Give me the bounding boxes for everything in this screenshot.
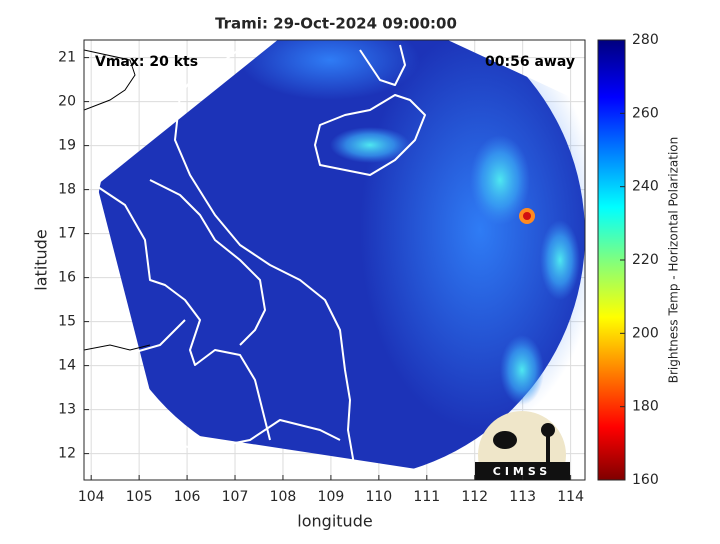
logo-dish xyxy=(493,431,517,449)
y-tick-label: 21 xyxy=(58,50,76,66)
y-tick-label: 17 xyxy=(58,226,76,242)
x-tick-label: 107 xyxy=(222,489,249,505)
logo-tower xyxy=(546,432,550,462)
island-coast xyxy=(314,94,426,176)
y-tick-label: 15 xyxy=(58,314,76,330)
colorbar-label: Brightness Temp - Horizontal Polarizatio… xyxy=(667,137,681,384)
y-tick-label: 14 xyxy=(58,358,76,374)
cloud xyxy=(330,127,410,163)
warm-region xyxy=(240,40,420,100)
colorbar-tick-label: 280 xyxy=(632,32,659,48)
y-tick-label: 19 xyxy=(58,138,76,154)
x-tick-label: 105 xyxy=(126,489,153,505)
border xyxy=(124,319,186,356)
colorbar-tick-label: 260 xyxy=(632,105,659,121)
x-tick-label: 111 xyxy=(413,489,440,505)
border xyxy=(94,184,271,441)
x-tick-label: 106 xyxy=(174,489,201,505)
x-tick-label: 109 xyxy=(318,489,345,505)
y-tick-label: 13 xyxy=(58,402,76,418)
border xyxy=(149,179,266,346)
x-tick-label: 110 xyxy=(365,489,392,505)
x-axis-label: longitude xyxy=(297,512,372,531)
chart-title: Trami: 29-Oct-2024 09:00:00 xyxy=(215,15,457,33)
logo-bar xyxy=(475,462,570,480)
cloud xyxy=(470,135,530,225)
border xyxy=(159,419,341,451)
coastline xyxy=(84,49,136,111)
colorbar-tick-label: 240 xyxy=(632,179,659,195)
y-tick-label: 20 xyxy=(58,94,76,110)
cloud xyxy=(540,220,580,300)
x-tick-label: 108 xyxy=(270,489,297,505)
colorbar-tick-label: 220 xyxy=(632,252,659,268)
y-axis-label: latitude xyxy=(32,229,51,290)
y-tick-label: 18 xyxy=(58,182,76,198)
swath-layer xyxy=(84,40,585,480)
x-tick-label: 114 xyxy=(557,489,584,505)
x-tick-label: 113 xyxy=(509,489,536,505)
colorbar-tick-label: 160 xyxy=(632,472,659,488)
coastline xyxy=(84,344,151,351)
colorbar-tick-label: 180 xyxy=(632,399,659,415)
annotation: 00:56 away xyxy=(485,54,575,70)
annotation: Vmax: 20 kts xyxy=(95,54,198,70)
coastline xyxy=(174,44,356,471)
x-tick-label: 112 xyxy=(461,489,488,505)
logo: CIMSS xyxy=(475,411,570,480)
axes-box xyxy=(83,39,586,481)
logo-tank xyxy=(541,423,555,437)
colorbar-tick-label: 200 xyxy=(632,325,659,341)
logo-badge xyxy=(478,411,566,480)
x-tick-label: 104 xyxy=(78,489,105,505)
y-tick-label: 12 xyxy=(58,446,76,462)
logo-text: CIMSS xyxy=(493,465,551,478)
convection xyxy=(523,212,531,220)
cloud xyxy=(500,335,544,405)
coastline xyxy=(359,44,406,86)
y-tick-label: 16 xyxy=(58,270,76,286)
